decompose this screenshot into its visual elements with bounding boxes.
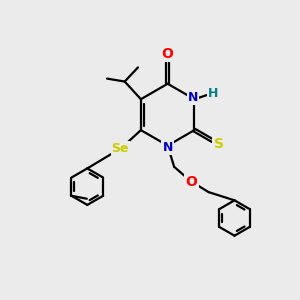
Text: N: N	[188, 91, 198, 104]
Text: O: O	[162, 47, 174, 61]
Text: N: N	[163, 141, 173, 154]
Text: H: H	[208, 87, 218, 100]
Text: Se: Se	[112, 142, 129, 155]
Text: S: S	[214, 137, 224, 151]
Text: O: O	[186, 175, 197, 189]
